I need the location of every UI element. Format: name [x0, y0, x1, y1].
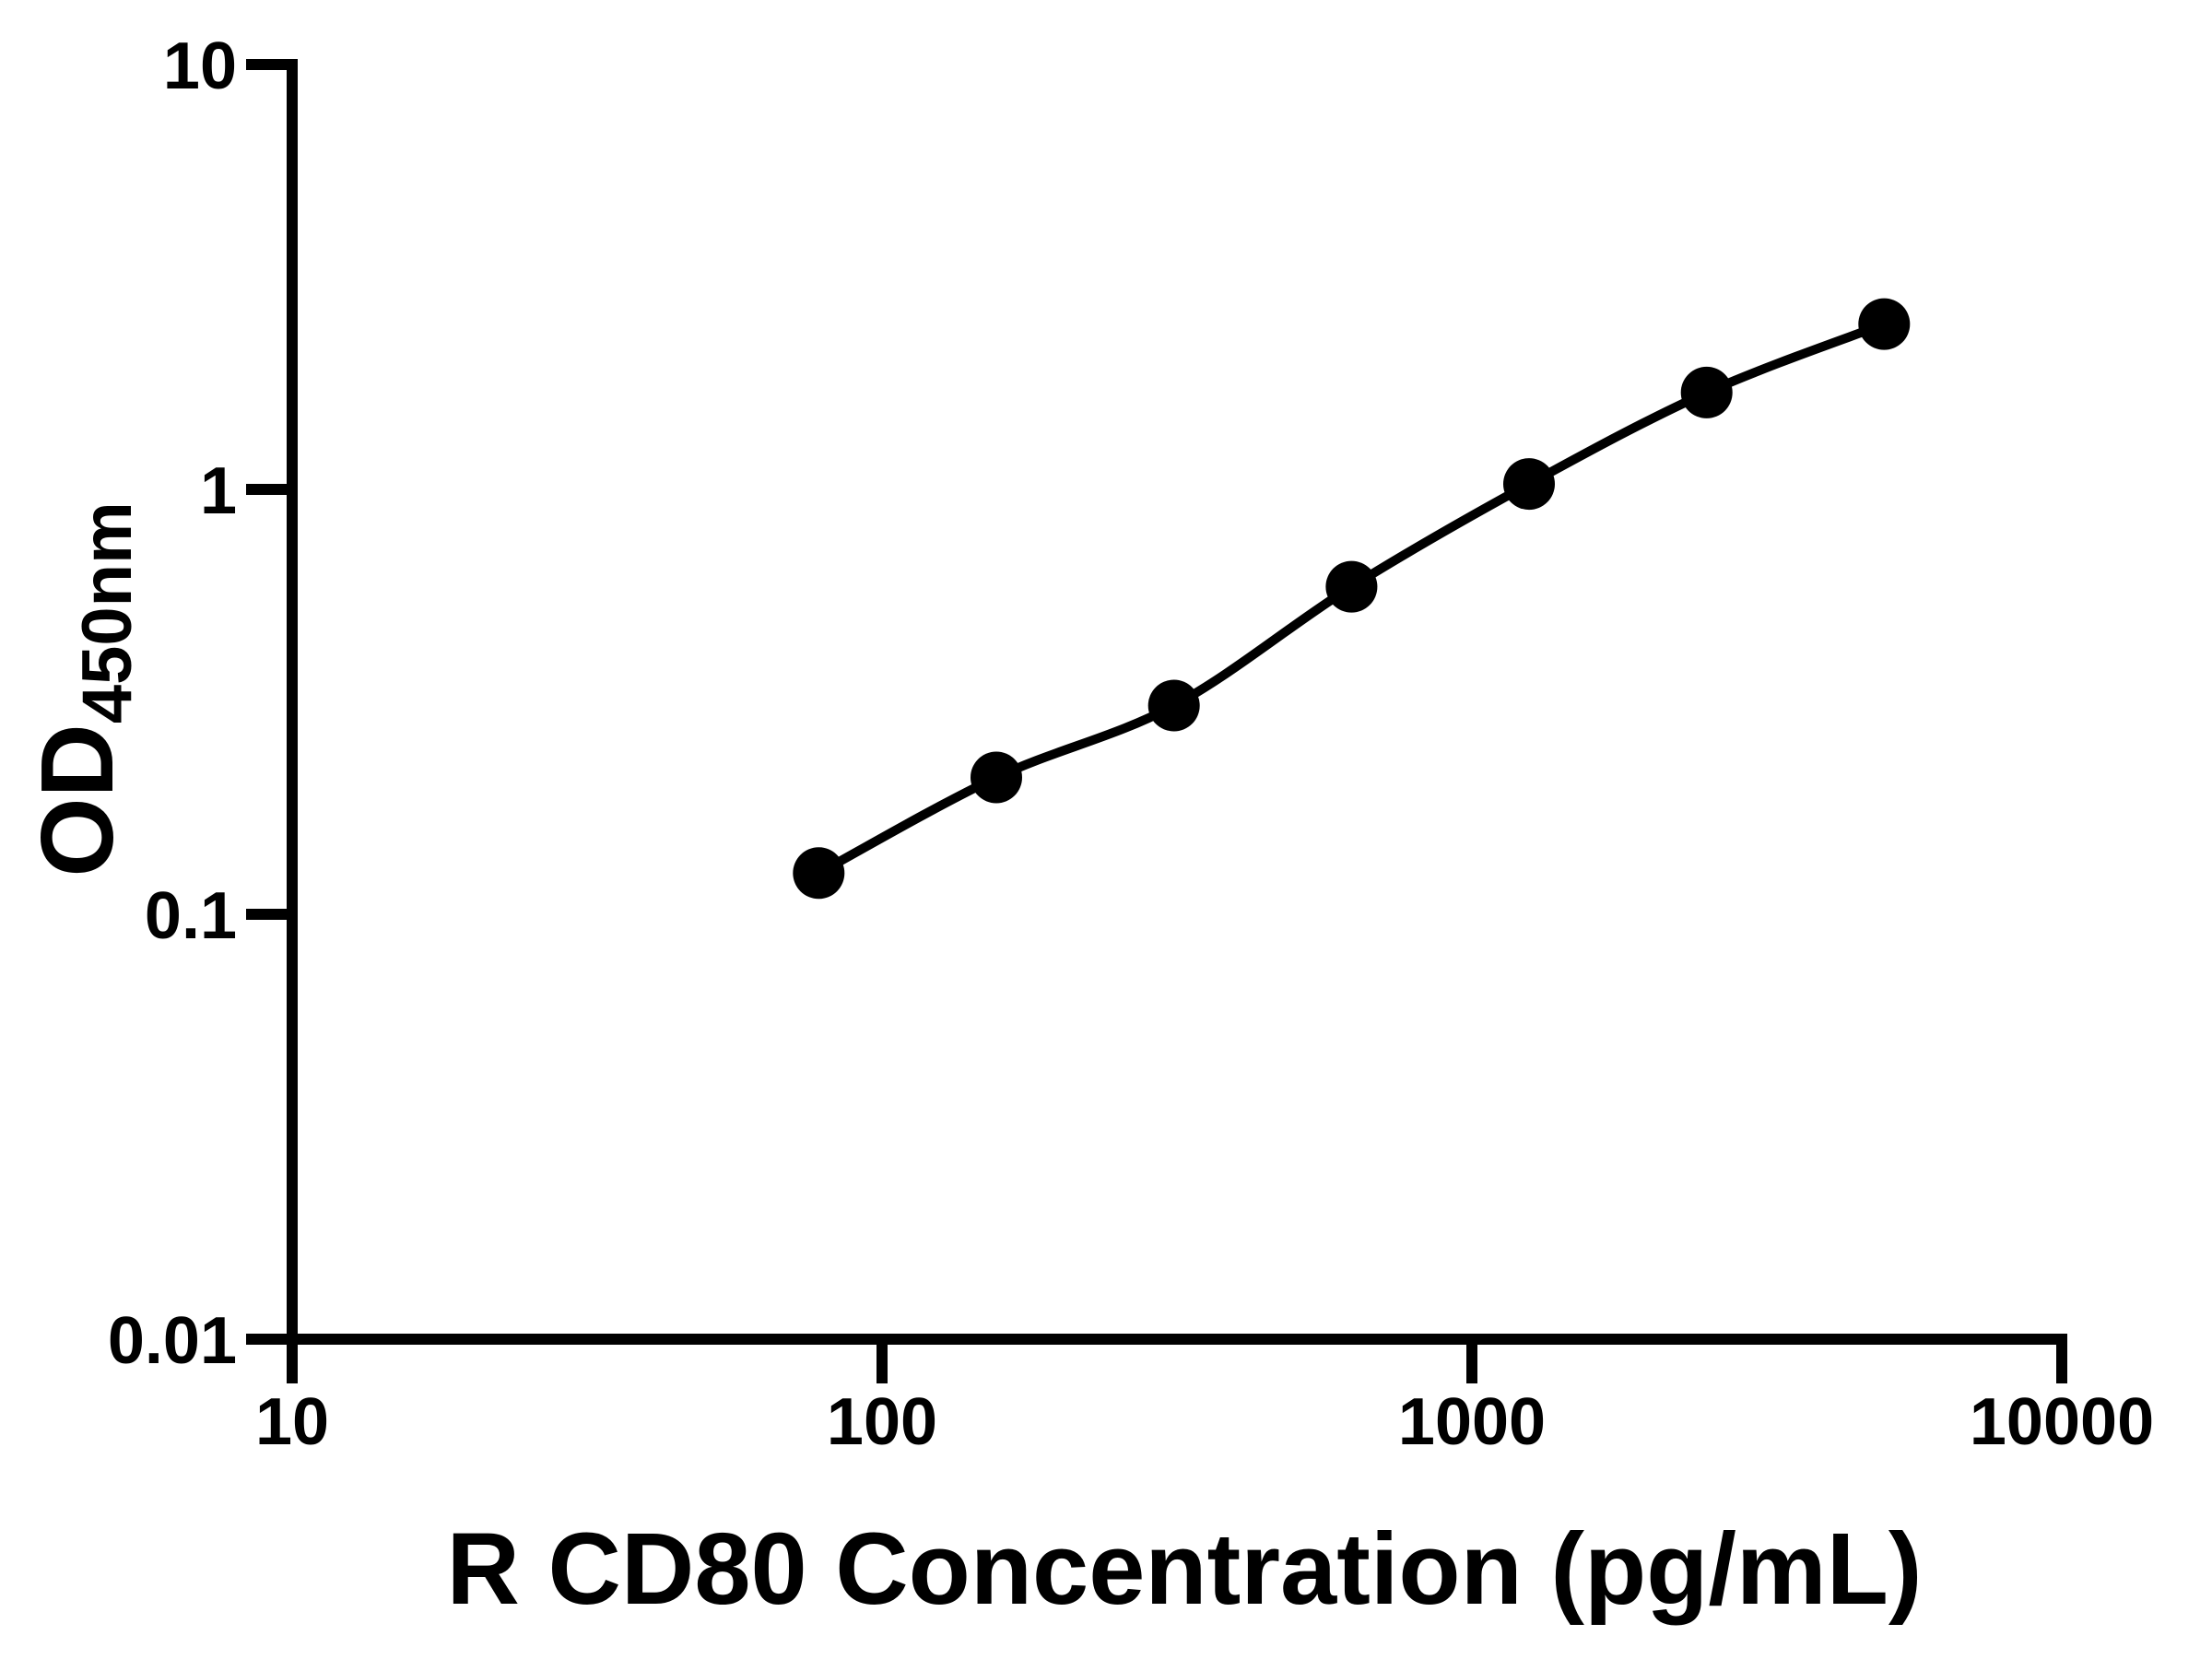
- data-point-marker: [1325, 560, 1378, 613]
- y-tick-label: 10: [163, 29, 237, 103]
- data-point-marker: [793, 847, 845, 900]
- y-axis-title: OD450nm: [20, 501, 147, 877]
- data-point-marker: [1147, 679, 1200, 732]
- y-tick-label: 0.01: [108, 1304, 237, 1378]
- x-tick-label: 10: [255, 1385, 329, 1459]
- y-axis-title-main: OD: [20, 724, 135, 877]
- series-layer: [793, 298, 1911, 900]
- y-axis-title-subscript: 450nm: [68, 501, 147, 724]
- x-tick-label: 1000: [1398, 1385, 1546, 1459]
- y-tick-label: 1: [200, 454, 237, 528]
- x-tick-label: 100: [827, 1385, 937, 1459]
- y-tick-label: 0.1: [145, 879, 237, 953]
- data-point-marker: [1503, 458, 1555, 511]
- x-axis-title: R CD80 Concentration (pg/mL): [446, 1512, 1922, 1626]
- data-point-marker: [1680, 366, 1733, 418]
- axes-layer: [287, 59, 2067, 1345]
- data-point-marker: [1858, 298, 1911, 350]
- ticks-layer: [246, 59, 2067, 1383]
- data-point-marker: [971, 751, 1022, 804]
- x-tick-label: 10000: [1970, 1385, 2154, 1459]
- tick-labels-layer: 0.01 0.1 1 10 10 100 1000 10000: [108, 29, 2154, 1459]
